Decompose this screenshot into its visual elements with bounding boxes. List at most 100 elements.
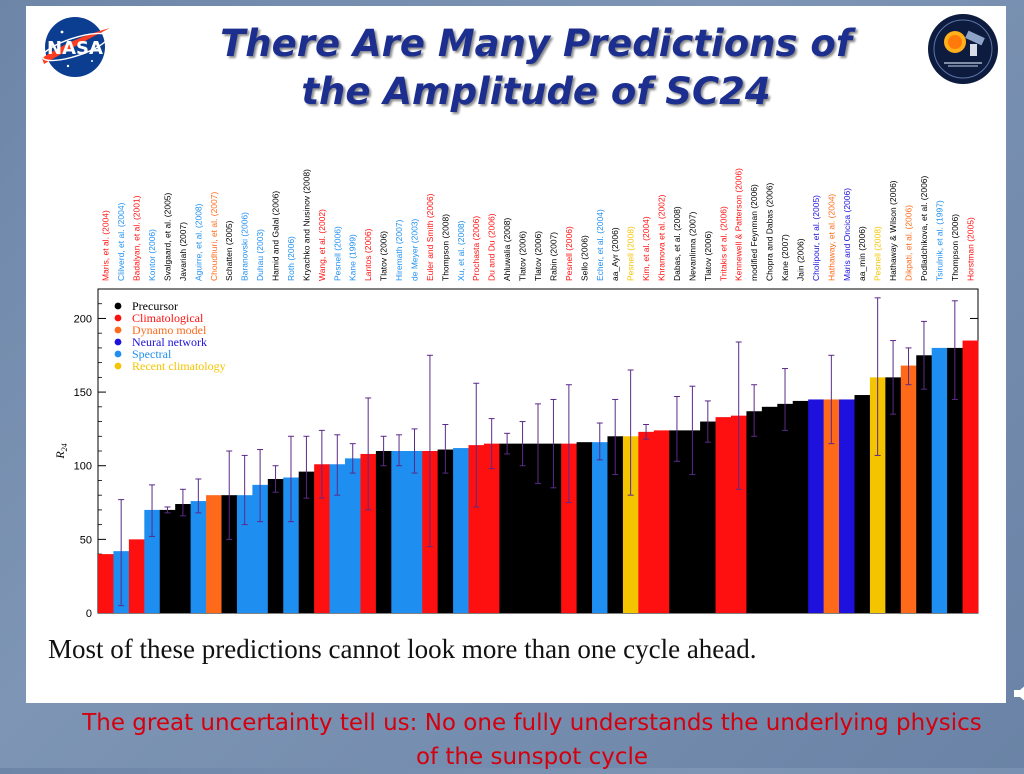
- bar: [746, 411, 763, 613]
- slide-footer-line-2: of the sunspot cycle: [415, 744, 649, 770]
- bar-source-label: Pesnell (2008): [626, 226, 636, 281]
- svg-text:NASA: NASA: [47, 38, 103, 59]
- bar: [360, 453, 377, 613]
- y-tick-label: 100: [74, 461, 92, 473]
- bar: [499, 443, 516, 613]
- legend-marker: [114, 362, 122, 370]
- bar-source-label: Sello (2006): [579, 235, 589, 281]
- bar-source-label: Maris, et al. (2004): [101, 210, 111, 281]
- bar-source-label: Baranovski (2006): [240, 212, 250, 281]
- bar: [128, 539, 145, 613]
- bar-source-label: Kim, et al. (2004): [641, 216, 651, 281]
- bar-source-label: Tlatov (2006): [703, 231, 713, 281]
- chart-area: 0 50 100 150 200 R24 Maris, et al. (2004) Clilv…: [38, 129, 994, 626]
- bar-source-label: Khramova et al. (2002): [657, 194, 667, 281]
- bar: [900, 365, 917, 613]
- bar: [823, 399, 840, 613]
- bar: [283, 477, 300, 613]
- bar-source-label: Javariah (2007): [178, 222, 188, 281]
- bar: [206, 495, 222, 613]
- bar-source-label: Aguirre, et al. (2008): [193, 203, 203, 281]
- bar-source-label: Euler and Smith (2006): [425, 193, 435, 281]
- bar: [638, 431, 655, 613]
- bar-source-label: Du and Du (2006): [487, 213, 497, 281]
- bar: [345, 458, 361, 613]
- bar-source-label: Badalyan, et al. (2001): [132, 195, 142, 281]
- bar: [221, 495, 238, 613]
- bar: [700, 421, 716, 613]
- legend-label: Recent climatology: [132, 359, 226, 373]
- bar-source-label: Wang, et al. (2002): [317, 209, 327, 281]
- y-tick-label: 150: [74, 387, 92, 399]
- bar-source-label: Thompson (2008): [440, 214, 450, 281]
- bar: [483, 443, 500, 613]
- bar-source-label: Svalgaard, et al. (2005): [162, 192, 172, 281]
- bar-source-label: Dabas, et al. (2008): [672, 206, 682, 281]
- slide-footer: The great uncertainty tell us: No one fu…: [40, 706, 1024, 774]
- bar-source-label: Choudhuri, et al. (2007): [209, 192, 219, 281]
- bar-source-label: Horstman (2005): [965, 217, 975, 281]
- bar: [437, 449, 454, 613]
- bar: [252, 484, 269, 613]
- legend-marker: [114, 350, 122, 358]
- slide-caption: Most of these predictions cannot look mo…: [48, 634, 757, 664]
- bar: [931, 347, 948, 613]
- bar: [530, 443, 547, 613]
- bar: [159, 509, 176, 613]
- bar: [236, 495, 253, 613]
- nasa-logo: NASA: [41, 17, 110, 77]
- bar-source-label: Tlatov (2006): [518, 231, 528, 281]
- bar-source-label: Nevanlinna (2007): [687, 211, 697, 281]
- bar: [267, 478, 284, 613]
- bar-source-label: Kane (2007): [780, 234, 790, 281]
- bar-source-label: Kryachko and Nusinov (2008): [301, 169, 311, 281]
- solar-dynamics-observatory-logo: [928, 14, 998, 84]
- bar: [545, 443, 562, 613]
- slide-title: There Are Many Predictions of the Amplit…: [146, 20, 926, 116]
- bar-source-label: Kane (1999): [348, 234, 358, 281]
- bar-source-label: Kennewell & Patterson (2006): [734, 168, 744, 281]
- bar-source-label: Kontor (2006): [147, 229, 157, 281]
- bar-source-label: Hathaway & Wilson (2006): [888, 180, 898, 281]
- bar-source-label: Lantos (2006): [363, 228, 373, 281]
- bar: [916, 355, 933, 613]
- legend-label: Neural network: [132, 335, 207, 349]
- bar-source-label: Duhau (2003): [255, 229, 265, 281]
- bar-source-label: Ahluwalia (2008): [502, 218, 512, 281]
- bar-source-label: Maris and Oncica (2006): [842, 188, 852, 281]
- slide-panel: NASA There Are Many Predictions of the A…: [26, 6, 1024, 703]
- bar-source-label: Cholipour, et al. (2005): [811, 195, 821, 281]
- bar-source-label: Xu, et al. (2008): [456, 220, 466, 281]
- bar-source-label: Rabin (2007): [548, 232, 558, 281]
- bar: [715, 417, 732, 613]
- bar: [144, 509, 161, 613]
- legend-label: Precursor: [132, 299, 178, 313]
- bar-source-label: aa_min (2006): [857, 226, 867, 281]
- legend-label: Dynamo model: [132, 323, 207, 337]
- bar: [792, 400, 809, 613]
- bar: [669, 430, 686, 613]
- bar: [576, 442, 593, 613]
- bar: [885, 377, 902, 613]
- legend-marker: [114, 314, 122, 322]
- bar: [761, 406, 778, 613]
- bar-source-label: Jain (2006): [795, 238, 805, 281]
- bar-source-label: aa_Ayr (2006): [610, 227, 620, 281]
- bar: [561, 443, 577, 613]
- y-tick-label: 200: [74, 313, 92, 325]
- bar-source-label: Thompson (2006): [950, 214, 960, 281]
- bar: [622, 436, 639, 613]
- bar: [730, 415, 747, 613]
- bar: [947, 347, 963, 613]
- slide-title-line-1: There Are Many Predictions of: [220, 22, 852, 65]
- bar-source-label: Pesnell (2008): [873, 226, 883, 281]
- bar-source-label: Dikpati, et al. (2006): [904, 205, 914, 281]
- bar-source-label: Hathaway, et al. (2004): [826, 194, 836, 281]
- bar-source-label: Chopra and Dabas (2006): [765, 183, 775, 281]
- bar-source-label: Tritakis et al. (2006): [718, 206, 728, 281]
- bar: [962, 340, 979, 613]
- bar-source-label: Tlatov (2006): [379, 231, 389, 281]
- bar: [839, 399, 855, 613]
- legend-marker: [114, 326, 122, 334]
- bar: [854, 395, 871, 613]
